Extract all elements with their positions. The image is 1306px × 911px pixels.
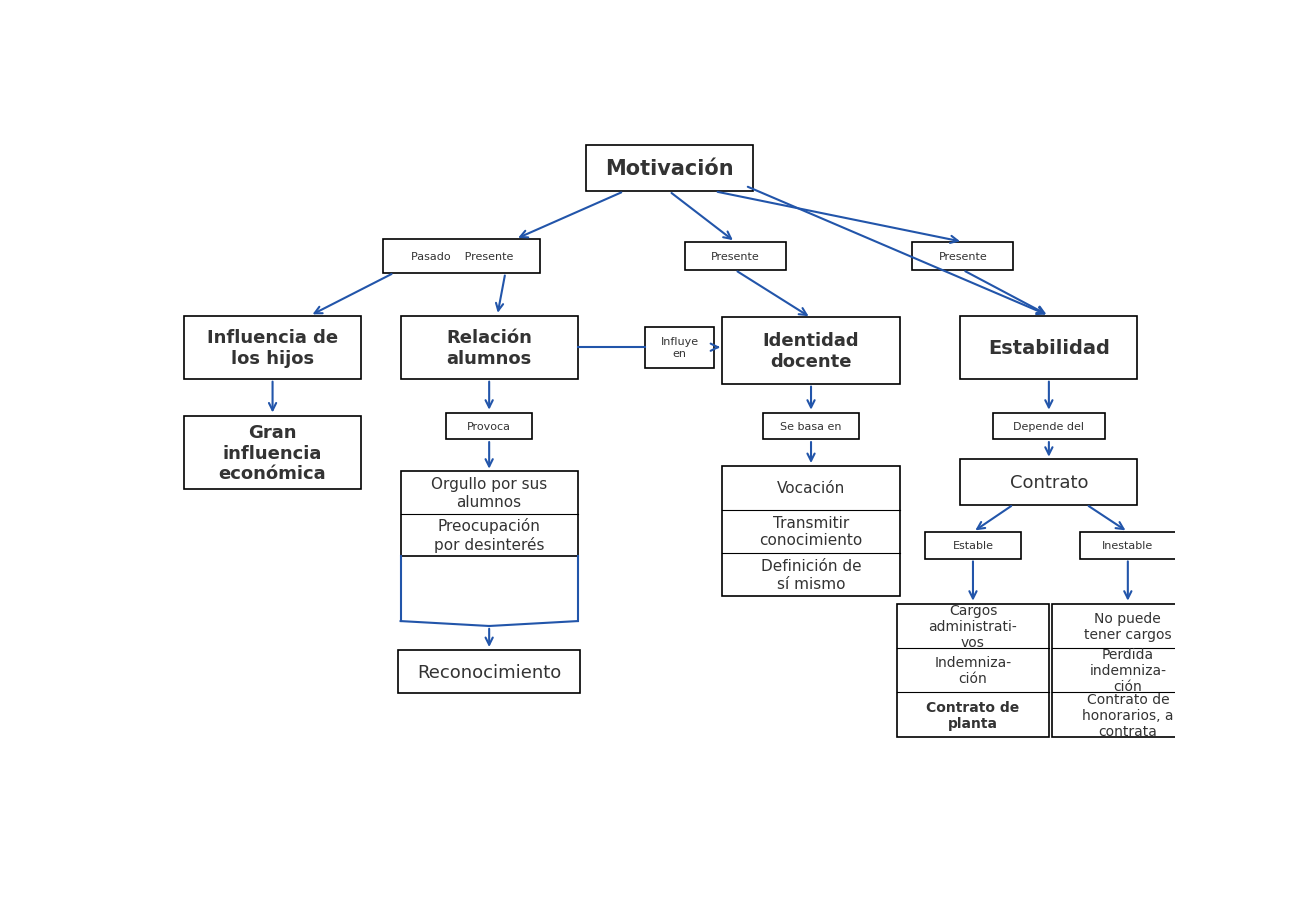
Text: Presente: Presente xyxy=(710,251,760,261)
FancyBboxPatch shape xyxy=(684,242,786,271)
Text: Relación
alumnos: Relación alumnos xyxy=(447,329,532,367)
FancyBboxPatch shape xyxy=(384,240,541,273)
Text: Estable: Estable xyxy=(952,540,994,550)
Text: Depende del: Depende del xyxy=(1013,422,1084,432)
FancyBboxPatch shape xyxy=(184,316,362,379)
FancyBboxPatch shape xyxy=(897,604,1049,737)
FancyBboxPatch shape xyxy=(398,650,580,693)
Text: Contrato: Contrato xyxy=(1010,474,1088,492)
Text: Definición de
sí mismo: Definición de sí mismo xyxy=(760,558,862,591)
FancyBboxPatch shape xyxy=(447,413,532,440)
Text: Inestable: Inestable xyxy=(1102,540,1153,550)
Text: Influye
en: Influye en xyxy=(661,337,699,359)
FancyBboxPatch shape xyxy=(960,316,1138,379)
FancyBboxPatch shape xyxy=(1051,604,1204,737)
FancyBboxPatch shape xyxy=(763,413,859,440)
Text: Pasado    Presente: Pasado Presente xyxy=(410,251,513,261)
Text: Estabilidad: Estabilidad xyxy=(987,338,1110,357)
FancyBboxPatch shape xyxy=(401,316,577,379)
FancyBboxPatch shape xyxy=(913,242,1013,271)
FancyBboxPatch shape xyxy=(722,318,900,384)
Text: Motivación: Motivación xyxy=(605,159,734,179)
Text: Presente: Presente xyxy=(939,251,987,261)
Text: Perdida
indemniza-
ción: Perdida indemniza- ción xyxy=(1089,648,1166,693)
FancyBboxPatch shape xyxy=(722,466,900,597)
Text: Preocupación
por desinterés: Preocupación por desinterés xyxy=(434,517,545,552)
FancyBboxPatch shape xyxy=(994,413,1105,440)
FancyBboxPatch shape xyxy=(925,532,1021,559)
FancyBboxPatch shape xyxy=(1080,532,1175,559)
Text: Transmitir
conocimiento: Transmitir conocimiento xyxy=(759,516,863,548)
FancyBboxPatch shape xyxy=(184,416,362,490)
Text: Influencia de
los hijos: Influencia de los hijos xyxy=(206,329,338,367)
Text: Identidad
docente: Identidad docente xyxy=(763,332,859,371)
FancyBboxPatch shape xyxy=(586,146,752,191)
FancyBboxPatch shape xyxy=(401,472,577,556)
Text: Vocación: Vocación xyxy=(777,481,845,496)
Text: Reconocimiento: Reconocimiento xyxy=(417,663,562,681)
Text: Se basa en: Se basa en xyxy=(780,422,842,432)
Text: Orgullo por sus
alumnos: Orgullo por sus alumnos xyxy=(431,476,547,509)
Text: Contrato de
honorarios, a
contrata: Contrato de honorarios, a contrata xyxy=(1083,691,1174,738)
Text: No puede
tener cargos: No puede tener cargos xyxy=(1084,611,1171,641)
Text: Contrato de
planta: Contrato de planta xyxy=(926,700,1020,730)
Text: Cargos
administrati-
vos: Cargos administrati- vos xyxy=(929,603,1017,650)
Text: Gran
influencia
económica: Gran influencia económica xyxy=(218,424,326,483)
FancyBboxPatch shape xyxy=(645,327,714,368)
Text: Indemniza-
ción: Indemniza- ción xyxy=(934,655,1012,686)
Text: Provoca: Provoca xyxy=(468,422,511,432)
FancyBboxPatch shape xyxy=(960,460,1138,506)
